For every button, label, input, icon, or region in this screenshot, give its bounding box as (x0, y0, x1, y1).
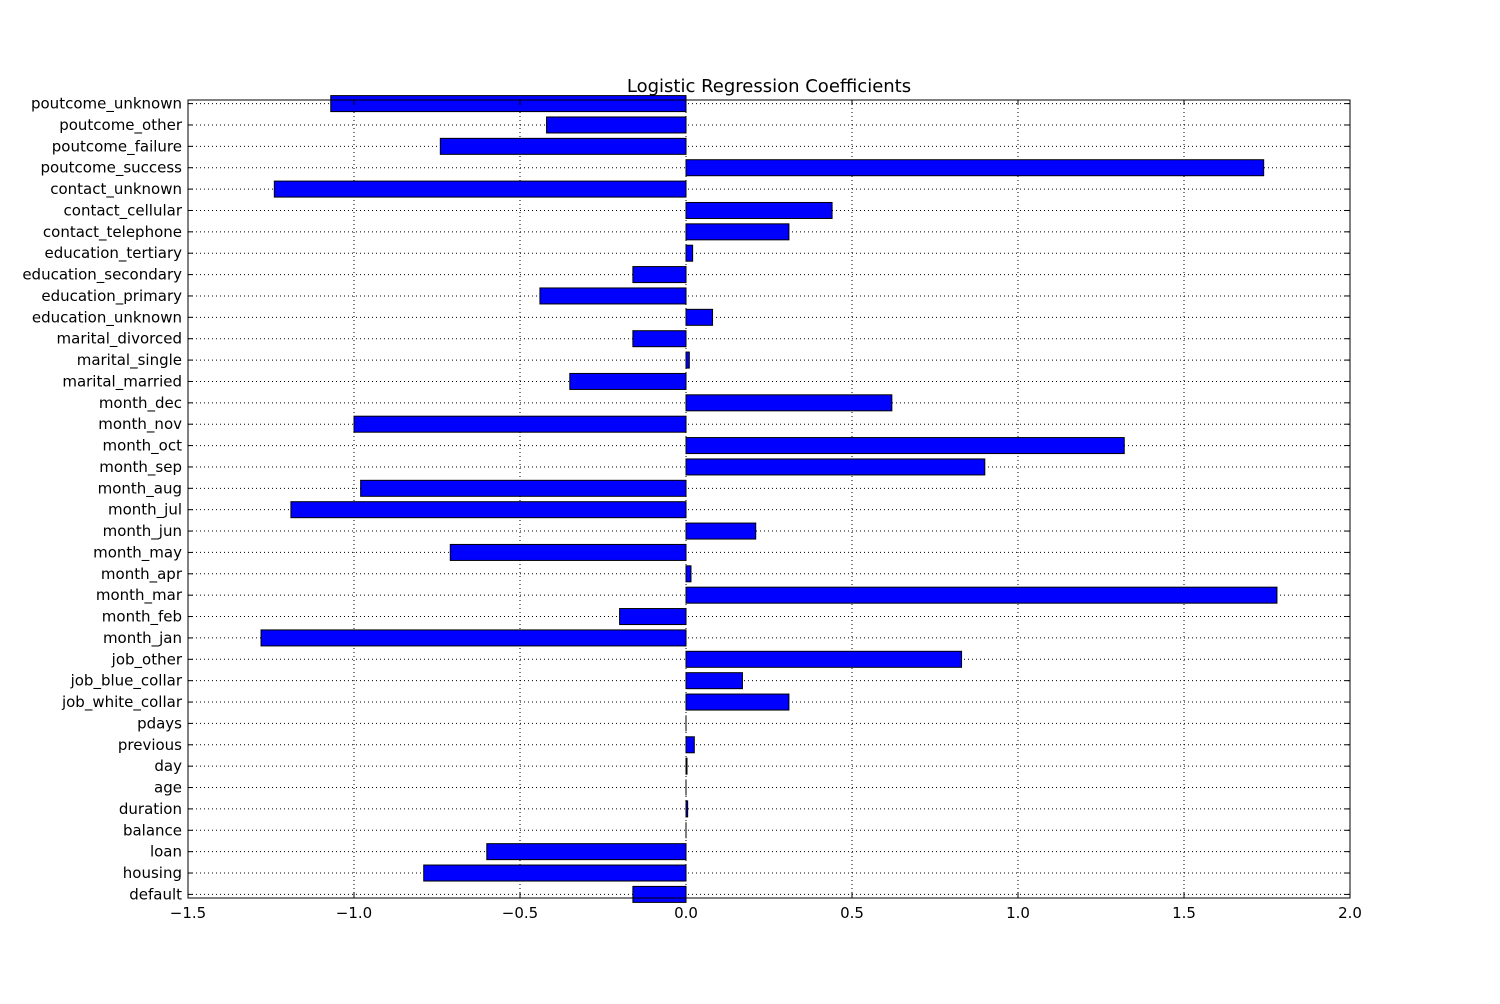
bar (360, 479, 687, 497)
y-tick-label: job_white_collar (61, 693, 183, 712)
bar (685, 201, 833, 219)
bar (439, 137, 687, 155)
bar (685, 351, 690, 369)
bar (290, 501, 687, 519)
bar (449, 543, 687, 561)
y-tick-label: month_sep (99, 458, 182, 477)
chart-title: Logistic Regression Coefficients (627, 76, 911, 97)
y-tick-label: education_unknown (32, 308, 182, 327)
y-tick-label: marital_single (77, 351, 182, 370)
y-tick-label: poutcome_other (59, 116, 183, 135)
labels-layer: −1.5 −1.0 −0.5 0.0 0.5 1.0 1.5 2.0 default housin… (22, 95, 1362, 922)
grid-layer (187, 100, 1351, 898)
y-tick-label: contact_telephone (43, 223, 182, 242)
bar (273, 180, 687, 198)
y-tick-label: month_aug (98, 479, 182, 498)
bar (685, 586, 1278, 604)
y-tick-label: month_jan (103, 629, 182, 648)
y-tick-label: job_other (111, 650, 183, 669)
bar (260, 629, 687, 647)
bar (353, 415, 687, 433)
y-tick-label: default (129, 885, 182, 903)
bar (685, 736, 695, 754)
ticks-layer (187, 100, 1351, 898)
y-tick-label: month_oct (103, 437, 183, 456)
bar (569, 372, 687, 390)
y-tick-label: month_may (93, 543, 182, 562)
bar (685, 159, 1265, 177)
y-tick-label: month_jul (108, 501, 182, 520)
bar (685, 800, 689, 818)
y-tick-label: contact_unknown (50, 180, 182, 199)
y-tick-label: poutcome_failure (52, 137, 182, 156)
bar (330, 95, 687, 113)
bar (632, 266, 687, 284)
bar (685, 522, 757, 540)
y-tick-label: loan (150, 843, 182, 861)
y-tick-label: previous (118, 736, 182, 754)
y-tick-label: education_primary (41, 287, 182, 306)
y-tick-label: pdays (137, 714, 182, 732)
y-tick-label: balance (123, 821, 182, 839)
y-tick-label: month_nov (98, 415, 182, 434)
x-tick-label: 1.5 (1172, 904, 1196, 922)
y-tick-label: education_tertiary (45, 244, 183, 263)
bar (685, 757, 688, 775)
y-tick-label: education_secondary (22, 266, 182, 285)
y-tick-label: contact_cellular (64, 201, 183, 220)
x-tick-label: 0.0 (674, 904, 698, 922)
y-tick-label: poutcome_unknown (31, 95, 182, 114)
y-tick-label: housing (123, 864, 182, 882)
y-tick-label: month_feb (102, 608, 182, 627)
x-tick-label: 2.0 (1338, 904, 1362, 922)
bar (632, 330, 687, 348)
bar (685, 458, 986, 476)
y-tick-label: month_jun (103, 522, 182, 541)
y-tick-label: month_mar (96, 586, 183, 605)
plot-frame (187, 99, 1351, 899)
y-tick-label: month_apr (101, 565, 183, 584)
y-tick-label: marital_married (62, 372, 182, 391)
bar (685, 244, 694, 262)
bar (685, 650, 963, 668)
y-tick-label: month_dec (99, 394, 182, 413)
bar (546, 116, 687, 134)
bars-layer (260, 95, 1278, 903)
x-tick-label: −1.0 (336, 904, 372, 922)
bar (619, 608, 687, 626)
x-tick-label: 1.0 (1006, 904, 1030, 922)
bar (685, 672, 743, 690)
y-tick-label: age (154, 779, 182, 797)
x-tick-label: 0.5 (840, 904, 864, 922)
y-tick-label: job_blue_collar (70, 672, 183, 691)
bar (685, 394, 893, 412)
x-tick-label: −1.5 (170, 904, 206, 922)
y-tick-label: poutcome_success (40, 159, 182, 178)
bar (685, 693, 790, 711)
bar (632, 885, 687, 903)
bar (685, 437, 1125, 455)
bar (423, 864, 687, 882)
bar (685, 565, 692, 583)
bar (486, 843, 687, 861)
bar (685, 223, 790, 241)
bar (539, 287, 687, 305)
y-tick-label: day (154, 757, 182, 775)
y-tick-label: duration (119, 800, 182, 818)
x-tick-label: −0.5 (502, 904, 538, 922)
bar (685, 308, 714, 326)
y-tick-label: marital_divorced (57, 330, 182, 349)
